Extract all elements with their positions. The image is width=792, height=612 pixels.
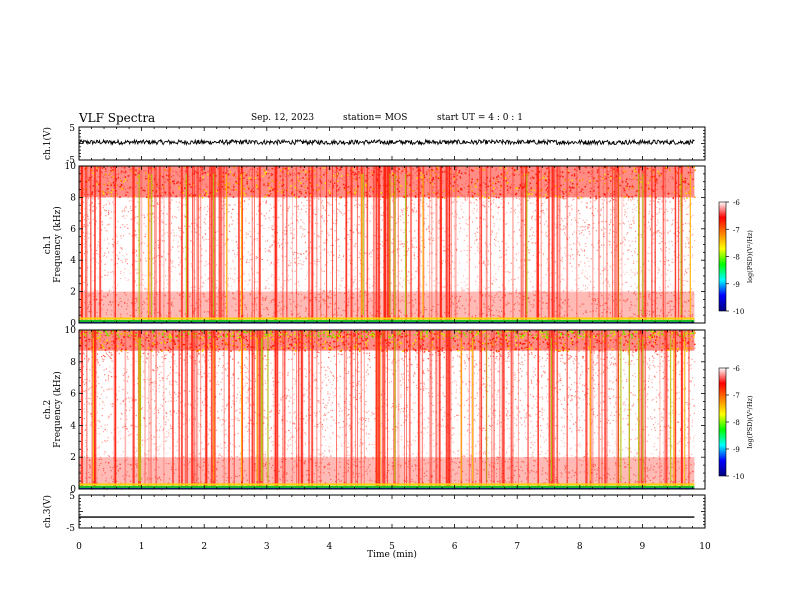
ylabel-frequency: Frequency (kHz): [52, 371, 63, 448]
ytick-label: 8: [70, 358, 76, 368]
colorbar-tick-label: -9: [733, 281, 740, 289]
colorbar-tick-label: -7: [733, 392, 740, 400]
ylabel-waveform: ch.1(V): [42, 127, 53, 160]
colorbar-tick-label: -10: [733, 308, 744, 316]
spectrogram-2: [79, 166, 696, 325]
ylabel-channel: ch.1: [43, 235, 53, 254]
spectrogram-3: [79, 330, 696, 491]
station-label: station= MOS: [343, 113, 408, 123]
xaxis-label: Time (min): [367, 549, 417, 560]
panel-frame-1: [78, 126, 706, 161]
xtick-label: 1: [139, 542, 145, 552]
colorbar-tick-label: -10: [733, 473, 744, 481]
colorbar-label: log(PSD)(V²/Hz): [746, 395, 754, 448]
ytick-label: 4: [70, 421, 76, 431]
panel-frame-3: [78, 329, 706, 490]
ytick-label: 8: [70, 193, 76, 203]
ytick-label: 5: [69, 492, 75, 502]
ytick-label: 2: [70, 288, 76, 298]
ytick-label: 10: [65, 326, 77, 336]
ylabel-channel: ch.2: [43, 400, 53, 419]
panel-frame-4: [78, 494, 706, 529]
panel-frame-2: [78, 165, 706, 324]
start-ut-label: start UT = 4 : 0 : 1: [437, 113, 523, 123]
ytick-label: 2: [70, 453, 76, 463]
ytick-label: 5: [69, 124, 75, 134]
xtick-label: 9: [640, 542, 646, 552]
colorbar-tick-label: -8: [733, 419, 740, 427]
colorbar-1: [718, 201, 729, 312]
colorbar-2: [718, 367, 729, 477]
xtick-label: 3: [264, 542, 270, 552]
ytick-label: 6: [70, 390, 76, 400]
date-label: Sep. 12, 2023: [251, 113, 315, 123]
xtick-label: 8: [577, 542, 583, 552]
colorbar-tick-label: -7: [733, 226, 740, 234]
ylabel-waveform: ch.3(V): [42, 495, 53, 528]
ytick-label: 0: [70, 485, 76, 495]
waveform-1: [78, 138, 695, 147]
xtick-label: 10: [699, 542, 711, 552]
colorbar-label: log(PSD)(V²/Hz): [746, 230, 754, 283]
xtick-label: 0: [76, 542, 82, 552]
xtick-label: 7: [514, 542, 520, 552]
ytick-label: 4: [70, 256, 76, 266]
colorbar-tick-label: -9: [733, 446, 740, 454]
xtick-label: 2: [201, 542, 207, 552]
colorbar-tick-label: -6: [733, 199, 740, 207]
ylabel-frequency: Frequency (kHz): [52, 206, 63, 283]
ytick-label: 6: [70, 225, 76, 235]
ytick-label: 10: [65, 162, 77, 172]
ytick-label: 0: [70, 319, 76, 329]
xtick-label: 4: [327, 542, 333, 552]
xtick-label: 6: [452, 542, 458, 552]
colorbar-tick-label: -8: [733, 254, 740, 262]
xtick-label: 5: [389, 542, 395, 552]
ytick-label: -5: [66, 524, 75, 534]
ytick-label: -5: [66, 156, 75, 166]
colorbar-tick-label: -6: [733, 365, 740, 373]
chart-title: VLF Spectra: [79, 111, 156, 125]
